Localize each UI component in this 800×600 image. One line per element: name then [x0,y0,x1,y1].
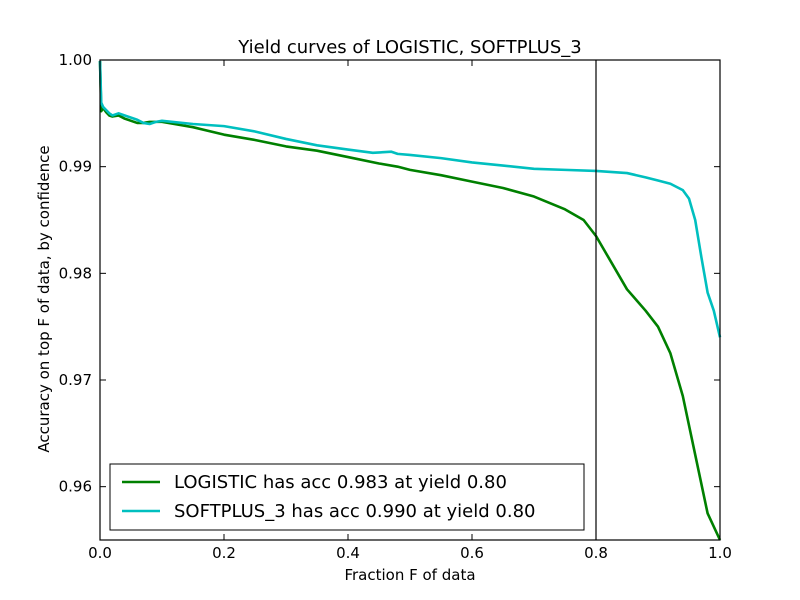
chart-title: Yield curves of LOGISTIC, SOFTPLUS_3 [237,37,581,58]
x-tick-label: 0.4 [336,544,360,562]
y-tick-label: 1.00 [59,51,92,69]
axes-frame [99,59,721,541]
y-axis-label: Accuracy on top F of data, by confidence [35,145,53,452]
plot-area: 0.0 0.2 0.4 0.6 0.8 1.0 0.96 0.97 0.98 0.99 1.00 [59,51,732,562]
legend: LOGISTIC has acc 0.983 at yield 0.80 SOFT… [109,463,585,531]
series-line-1 [98,61,722,338]
series-line-0 [98,61,722,541]
x-tick-label: 0.6 [460,544,484,562]
legend-box [109,463,585,531]
legend-label-0: LOGISTIC has acc 0.983 at yield 0.80 [174,472,507,493]
legend-label-1: SOFTPLUS_3 has acc 0.990 at yield 0.80 [174,501,536,522]
x-tick-label: 0.8 [584,544,608,562]
y-tick-label: 0.97 [59,371,92,389]
y-tick-label: 0.96 [59,478,92,496]
x-tick-label: 0.2 [212,544,236,562]
y-tick-label: 0.98 [59,264,92,282]
x-tick-label: 0.0 [88,544,112,562]
x-tick-label: 1.0 [708,544,732,562]
y-tick-label: 0.99 [59,158,92,176]
x-axis-label: Fraction F of data [344,566,475,584]
